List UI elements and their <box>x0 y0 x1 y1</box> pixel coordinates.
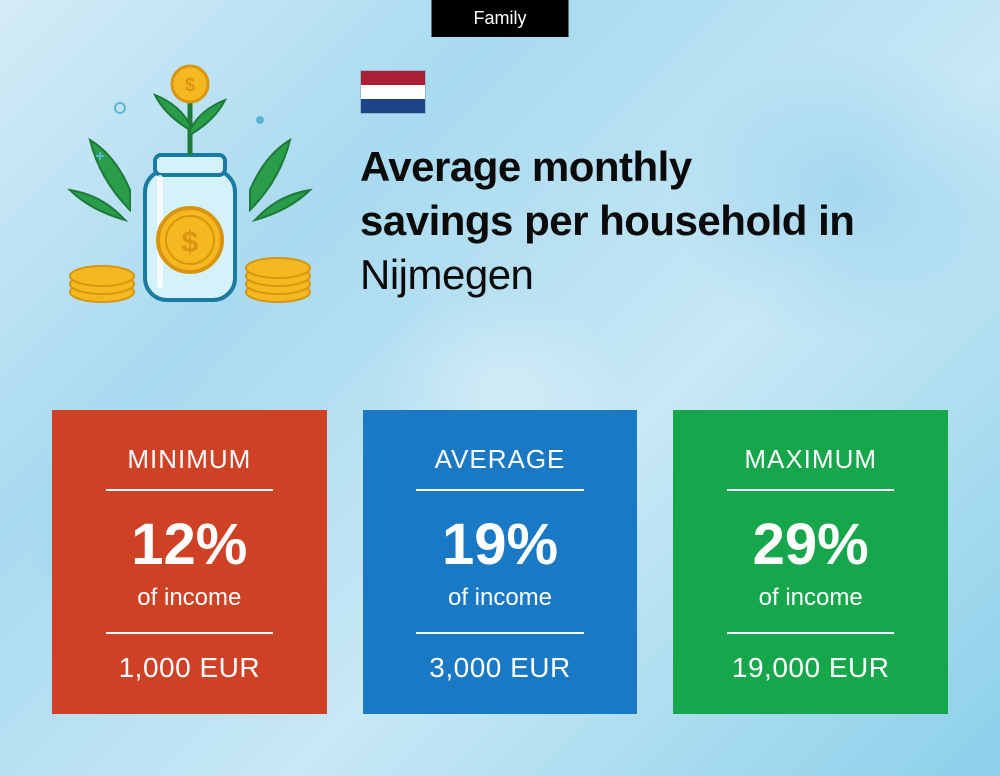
title-city: Nijmegen <box>360 251 533 298</box>
stat-card-maximum: MAXIMUM 29% of income 19,000 EUR <box>673 410 948 714</box>
flag-stripe <box>361 85 425 99</box>
title-block: Average monthly savings per household in… <box>360 60 940 301</box>
header-block: $ $ Average monthly savings per househol… <box>60 60 940 320</box>
divider <box>727 489 894 491</box>
flag-stripe <box>361 71 425 85</box>
title-line: Average monthly <box>360 143 692 190</box>
savings-jar-icon: $ $ <box>60 60 320 320</box>
category-tag: Family <box>432 0 569 37</box>
card-subtext: of income <box>82 584 297 612</box>
stat-card-minimum: MINIMUM 12% of income 1,000 EUR <box>52 410 327 714</box>
page-title: Average monthly savings per household in… <box>360 140 940 301</box>
svg-text:$: $ <box>182 226 199 259</box>
card-label: AVERAGE <box>393 444 608 475</box>
divider <box>416 489 583 491</box>
netherlands-flag-icon <box>360 70 426 114</box>
card-label: MINIMUM <box>82 444 297 475</box>
card-subtext: of income <box>393 584 608 612</box>
card-subtext: of income <box>703 584 918 612</box>
stat-cards-row: MINIMUM 12% of income 1,000 EUR AVERAGE … <box>52 410 948 714</box>
card-amount: 19,000 EUR <box>703 652 918 684</box>
card-percent: 19% <box>393 511 608 578</box>
card-amount: 1,000 EUR <box>82 652 297 684</box>
card-percent: 29% <box>703 511 918 578</box>
divider <box>106 489 273 491</box>
card-percent: 12% <box>82 511 297 578</box>
card-amount: 3,000 EUR <box>393 652 608 684</box>
card-label: MAXIMUM <box>703 444 918 475</box>
stat-card-average: AVERAGE 19% of income 3,000 EUR <box>363 410 638 714</box>
divider <box>416 632 583 634</box>
title-line: savings per household in <box>360 197 854 244</box>
divider <box>106 632 273 634</box>
svg-text:$: $ <box>185 75 195 95</box>
flag-stripe <box>361 99 425 113</box>
divider <box>727 632 894 634</box>
